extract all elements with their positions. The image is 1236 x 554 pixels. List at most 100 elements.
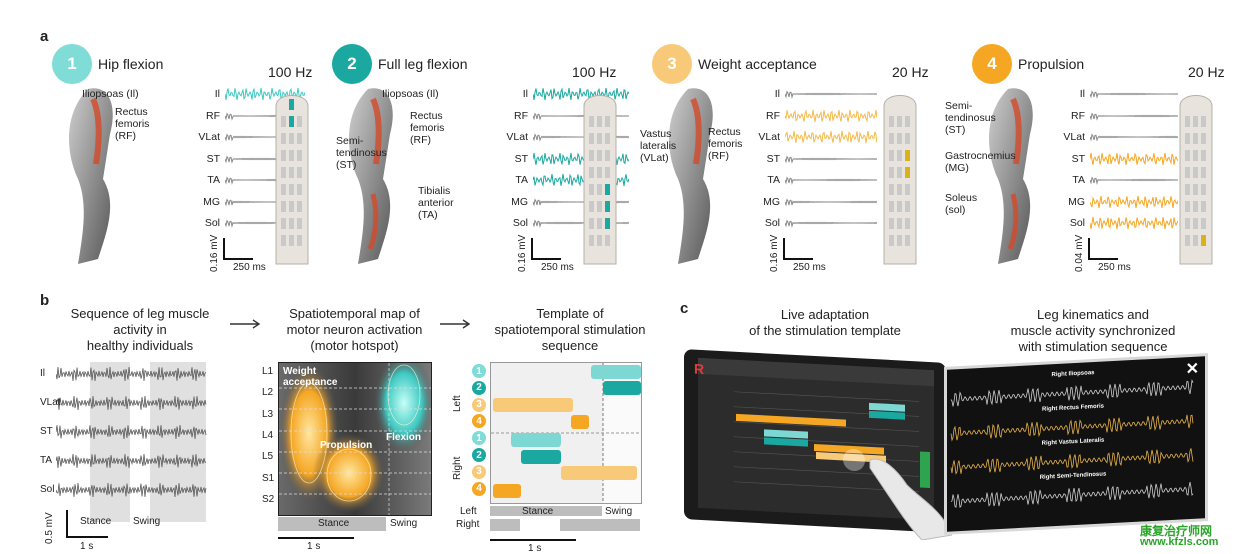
scale-t-label: 1 s [80,541,94,552]
muscle-label: Sol [1069,217,1085,229]
swing-label: Swing [133,516,161,527]
map-label-weight: Weight acceptance [283,366,338,388]
template-scale-t: 1 s [528,543,542,554]
scale-v-label: 0.5 mV [44,512,55,544]
template-num-badge: 3 [472,464,486,479]
electrode-array [1178,86,1214,268]
emg-muscle-label: Il [40,368,45,379]
spinal-level: L4 [262,429,274,441]
anatomy-label: Iliopsoas (Il) [382,88,439,100]
muscle-label: RF [206,109,220,122]
map-label-flexion: Flexion [386,432,422,443]
gait-stance-label: Stance [522,506,554,517]
monitor-device: Right Iliopsoas Right Rectus Femoris Right… [944,353,1208,535]
map-scale-t: 1 s [307,541,321,552]
muscle-label: MG [511,195,528,208]
muscle-label: MG [1068,195,1085,208]
healthy-emg [55,362,216,532]
map-label-propulsion: Propulsion [320,440,373,451]
scale-bar-v [783,238,785,260]
template-right-label: Right [452,456,463,480]
spinal-level: S1 [262,472,275,484]
emg-muscle-label: TA [40,455,53,466]
template-left-label: Left [452,395,463,412]
gait-left-label: Left [460,506,477,517]
gait-diagram [490,506,640,531]
b-heading-1: Sequence of leg muscle activity in healt… [70,306,210,353]
phase-badge-4: 4 [972,44,1012,84]
leg-figure [328,84,438,269]
muscle-label: Il [1079,88,1085,100]
template-num-badge: 1 [472,364,486,378]
scale-t-label: 250 ms [1098,262,1131,273]
stance-bar [278,517,386,531]
electrode-array [274,86,310,268]
map-swing-label: Swing [390,518,418,529]
muscle-label: TA [515,174,528,186]
electrode-array [882,86,918,268]
muscle-label: RF [1071,109,1085,122]
phase-title-3: Weight acceptance [698,56,817,72]
template-num-badge: 2 [472,448,486,462]
phase-freq-3: 20 Hz [892,64,929,80]
svg-text:R: R [694,361,704,378]
anatomy-label: Iliopsoas (Il) [82,88,139,100]
scale-bar-h2 [278,537,354,539]
leg-figure [648,84,743,269]
panel-letter-c: c [680,300,689,317]
hand-icon [869,458,952,540]
scale-t-label: 250 ms [233,262,266,273]
scale-t-label: 250 ms [541,262,574,273]
emg-trace [784,192,878,217]
close-icon[interactable]: ✕ [1185,360,1199,379]
muscle-label: MG [763,195,780,208]
scale-bar-h3 [490,539,576,541]
b-heading-2: Spatiotemporal map of motor neuron activ… [286,306,423,353]
arrow-icon [440,319,471,329]
scale-bar-v [66,510,68,536]
b-heading-3: Template of spatiotemporal stimulation s… [494,306,646,353]
muscle-label: Il [774,88,780,100]
c-heading-1: Live adaptation of the stimulation templ… [749,307,901,338]
spinal-level: L2 [262,387,274,399]
anatomy-label: Tibialis anterior (TA) [418,185,454,221]
anatomy-label: Gastrocnemius (MG) [945,150,1016,174]
panel-letter-a: a [40,28,49,45]
watermark-cn: 康复治疗师网 [1140,524,1213,538]
anatomy-label: Rectus femoris (RF) [115,106,150,142]
emg-trace [784,149,878,174]
phase-badge-1: 1 [52,44,92,84]
template-num-badge: 3 [472,397,486,412]
emg-muscle-label: VLat [40,397,61,408]
scale-bar-v [223,238,225,260]
phase-badge-3: 3 [652,44,692,84]
muscle-label: MG [203,195,220,208]
scale-bar-h [783,258,813,260]
scale-bar-v [1088,238,1090,260]
emg-trace [784,127,878,152]
muscle-label: Sol [512,217,528,229]
muscle-label: Sol [204,217,220,229]
map-stance-label: Stance [318,518,350,529]
muscle-label: VLat [758,131,780,143]
template-num-badge: 1 [472,431,486,446]
phase-freq-2: 100 Hz [572,64,617,80]
muscle-label: TA [767,174,780,186]
emg-trace [1089,127,1179,152]
muscle-label: Il [214,88,220,100]
arrow-icon [230,319,261,329]
anatomy-label: Rectus femoris (RF) [708,126,743,162]
emg-trace [1089,213,1179,238]
anatomy-label: Vastus lateralis (VLat) [640,128,677,164]
spinal-level: L1 [262,366,274,377]
emg-trace [1089,149,1179,174]
template-num-badge: 4 [472,481,486,496]
emg-trace [784,84,878,109]
scale-bar-h [66,536,108,538]
anatomy-label: Semi- tendinosus (ST) [945,100,996,136]
anatomy-label: Semi- tendinosus (ST) [336,135,387,171]
stimulation-template [490,362,642,504]
electrode-array [582,86,618,268]
emg-trace [532,84,630,109]
muscle-label: RF [766,109,780,122]
